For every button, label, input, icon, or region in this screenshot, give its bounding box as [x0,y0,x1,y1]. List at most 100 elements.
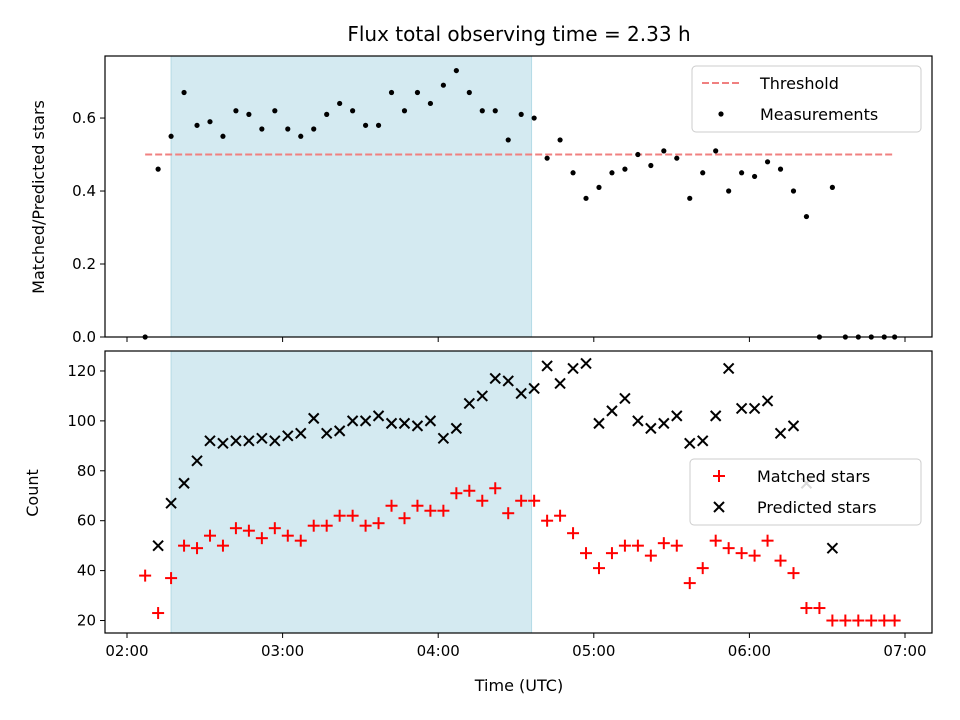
marker-stroke [502,375,514,387]
top-point [414,89,421,96]
marker-stroke [697,435,709,447]
top-point [220,133,226,139]
marker-stroke [411,420,424,432]
top-point [311,126,317,132]
top-point [466,89,472,96]
marker-stroke [671,410,683,422]
bottom-point [528,494,541,507]
bottom-point [216,539,229,552]
bottom-point [878,614,891,627]
bottom-point [657,537,670,550]
bottom-point [618,539,631,552]
top-point [194,122,200,128]
bottom-point [320,427,333,440]
top-point [531,115,537,121]
bottom-point [282,430,294,442]
marker-stroke [515,387,527,400]
bottom-point [567,362,579,375]
bottom-point [437,504,450,517]
bottom-point [515,494,528,507]
bottom-point [489,372,501,385]
bottom-point [800,602,813,615]
top-shaded-span [170,55,533,338]
bottom-x-tick-label: 03:00 [261,642,304,660]
marker-stroke [580,357,592,370]
bottom-point [619,392,631,405]
marker-stroke [333,425,346,437]
bottom-point [398,512,411,525]
bottom-point [735,402,748,415]
top-point [739,170,745,176]
bottom-point [295,427,307,440]
bottom-point [346,415,359,427]
top-point [505,137,511,143]
marker-stroke [191,455,203,467]
top-point [609,170,615,176]
legend-predicted-label: Predicted stars [757,498,877,517]
top-point [518,111,524,117]
bottom-y-tick-label: 40 [77,562,96,580]
marker-stroke [606,405,618,417]
bottom-point [191,455,203,467]
bottom-point [411,499,424,512]
bottom-point [606,405,618,417]
top-point [155,166,161,172]
bottom-point [191,542,204,555]
bottom-y-tick-label: 20 [77,612,96,630]
bottom-point [658,417,670,430]
top-point [181,89,187,96]
top-axes-frame [104,55,933,338]
bottom-point [489,482,502,495]
marker-stroke [385,417,398,430]
bottom-point [204,435,216,447]
top-point [427,100,434,107]
bottom-point [761,395,774,407]
marker-stroke [243,435,255,447]
bottom-y-axis-label: Count [23,469,42,517]
bottom-x-tick-label: 02:00 [105,642,148,660]
marker-stroke [359,415,372,427]
bottom-point [722,362,735,375]
bottom-point [502,375,514,387]
marker-stroke [593,417,605,430]
bottom-point [592,562,605,575]
marker-stroke [619,392,631,405]
bottom-point [269,435,281,447]
top-point [246,111,252,117]
legend-measurements-swatch [718,111,724,117]
bottom-point [463,484,476,497]
marker-stroke [748,402,761,415]
top-point [764,159,771,165]
top-point [700,170,706,176]
marker-stroke [787,420,800,432]
chart-title: Flux total observing time = 2.33 h [347,22,690,46]
marker-stroke [735,402,748,415]
marker-stroke [713,501,725,513]
marker-stroke [398,417,411,430]
marker-stroke [269,435,281,447]
marker-stroke [217,437,229,450]
bottom-point [696,562,709,575]
bottom-point [178,539,191,552]
bottom-point [165,572,178,585]
bottom-point [826,542,839,554]
marker-stroke [645,422,657,435]
bottom-point [230,435,242,447]
top-y-axis-label: Matched/Predicted stars [29,100,48,294]
bottom-point [243,435,255,447]
marker-stroke [437,432,450,445]
top-y-tick-label: 0.2 [72,255,96,273]
marker-stroke [165,497,177,509]
marker-stroke [489,372,501,385]
marker-stroke [826,542,839,554]
bottom-point [865,614,878,627]
top-point [751,173,758,180]
marker-stroke [567,362,579,375]
top-y-tick-label: 0.0 [72,328,96,346]
top-point [401,108,408,114]
bottom-point [463,397,476,410]
top-point [661,148,667,154]
top-point [233,108,239,114]
bottom-point [554,377,566,390]
marker-stroke [463,397,476,410]
